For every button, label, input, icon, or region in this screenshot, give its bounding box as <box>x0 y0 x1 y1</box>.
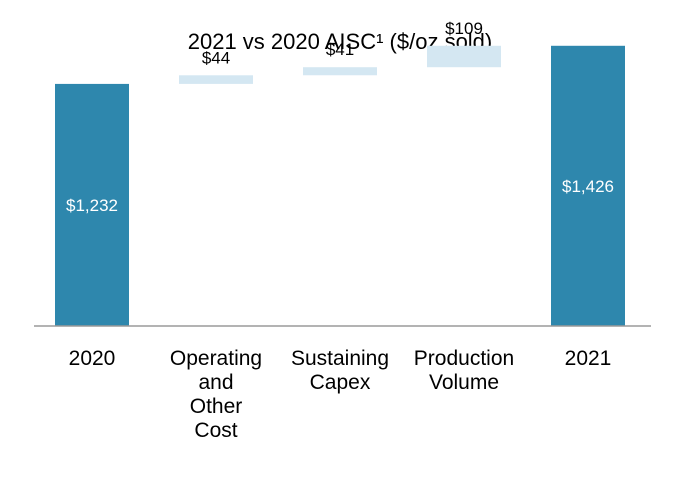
data-label-2: $41 <box>326 40 354 59</box>
bar-increase-3 <box>427 45 501 68</box>
data-label-3: $109 <box>445 19 483 38</box>
category-label-1-line-1: and <box>198 371 233 394</box>
category-label-2: Sustaining Capex <box>291 347 389 394</box>
category-label-1-line-3: Cost <box>194 419 237 442</box>
bar-total-4 <box>551 45 625 326</box>
category-label-3-line-0: Production <box>414 347 514 370</box>
bar-total-0 <box>55 83 129 326</box>
category-label-0: 2020 <box>69 347 116 370</box>
bar-increase-1 <box>179 75 253 84</box>
category-label-1: Operating and Other Cost <box>170 347 262 442</box>
data-label-4: $1,426 <box>562 177 614 196</box>
category-labels-layer: 2020 Operating and Other Cost Sustaining Capex… <box>69 347 612 442</box>
category-label-1-line-0: Operating <box>170 347 262 370</box>
category-label-2-line-0: Sustaining <box>291 347 389 370</box>
category-label-0-line-0: 2020 <box>69 347 116 370</box>
category-label-4: 2021 <box>565 347 612 370</box>
category-label-2-line-1: Capex <box>310 371 371 394</box>
category-label-1-line-2: Other <box>190 395 243 418</box>
category-label-3: Production Volume <box>414 347 514 394</box>
data-labels-layer: $1,232 $44 $41 $109 $1,426 <box>66 19 614 215</box>
category-label-4-line-0: 2021 <box>565 347 612 370</box>
data-label-1: $44 <box>202 48 230 67</box>
category-label-3-line-1: Volume <box>429 371 499 394</box>
bars-layer <box>55 45 625 326</box>
data-label-0: $1,232 <box>66 196 118 215</box>
bar-increase-2 <box>303 67 377 76</box>
